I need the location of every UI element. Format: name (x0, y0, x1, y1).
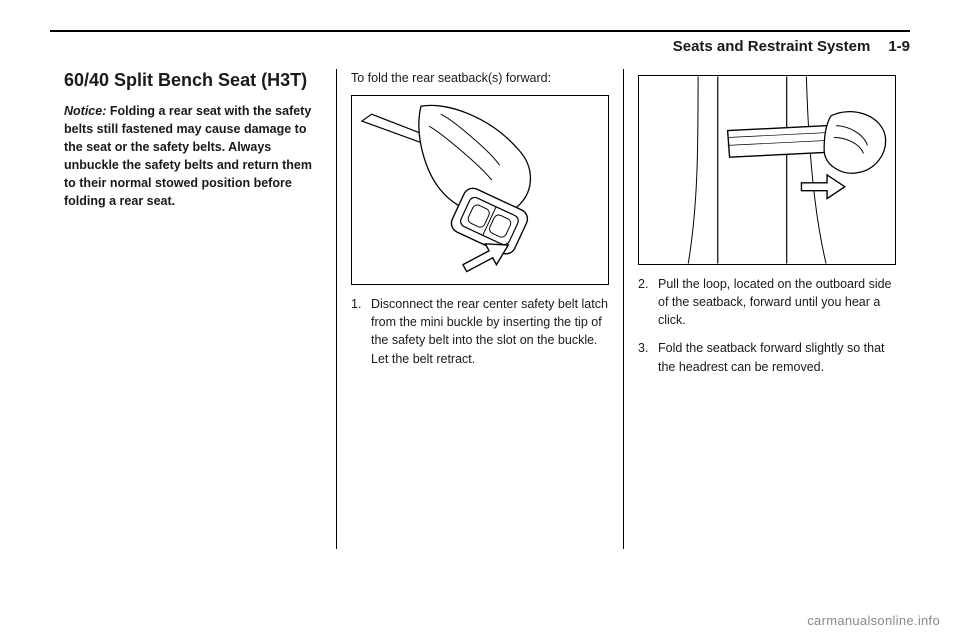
lead-text: To fold the rear seatback(s) forward: (351, 69, 609, 87)
watermark: carmanualsonline.info (807, 613, 940, 628)
notice-label: Notice: (64, 104, 106, 118)
heading-split-bench: 60/40 Split Bench Seat (H3T) (64, 69, 322, 92)
header-rule (50, 30, 910, 32)
step-1: 1. Disconnect the rear center safety bel… (351, 295, 609, 368)
step-3-text: Fold the seatback forward slightly so th… (658, 339, 896, 375)
step-2-text: Pull the loop, located on the outboard s… (658, 275, 896, 329)
figure-buckle (351, 95, 609, 285)
step-1-text: Disconnect the rear center safety belt l… (371, 295, 609, 368)
loop-illustration (639, 76, 895, 264)
notice-paragraph: Notice: Folding a rear seat with the saf… (64, 102, 322, 211)
content-columns: 60/40 Split Bench Seat (H3T) Notice: Fol… (50, 69, 910, 549)
step-1-number: 1. (351, 295, 365, 368)
notice-text: Folding a rear seat with the safety belt… (64, 104, 312, 209)
step-3-number: 3. (638, 339, 652, 375)
buckle-illustration (352, 96, 608, 284)
step-2-number: 2. (638, 275, 652, 329)
column-3: 2. Pull the loop, located on the outboar… (623, 69, 910, 549)
column-2: To fold the rear seatback(s) forward: (336, 69, 623, 549)
page-header: Seats and Restraint System 1-9 (50, 38, 910, 55)
step-2: 2. Pull the loop, located on the outboar… (638, 275, 896, 329)
page-number: 1-9 (888, 38, 910, 55)
step-3: 3. Fold the seatback forward slightly so… (638, 339, 896, 375)
section-title: Seats and Restraint System (673, 38, 871, 55)
figure-loop (638, 75, 896, 265)
column-1: 60/40 Split Bench Seat (H3T) Notice: Fol… (50, 69, 336, 549)
